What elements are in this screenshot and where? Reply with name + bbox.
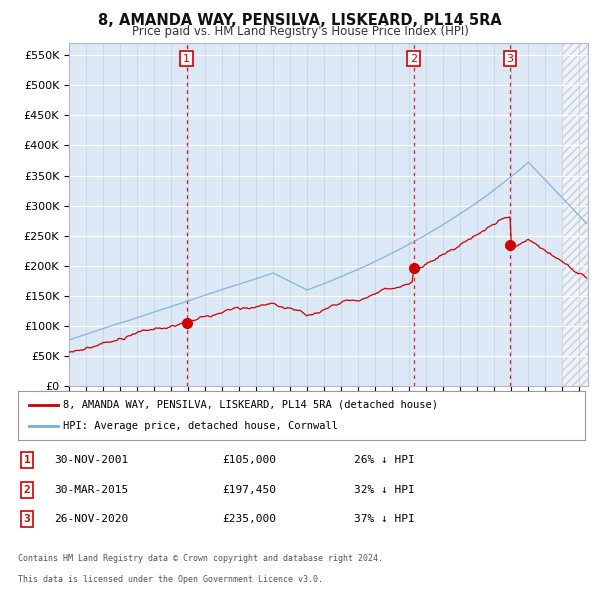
Text: 32% ↓ HPI: 32% ↓ HPI: [354, 485, 415, 494]
Text: £197,450: £197,450: [222, 485, 276, 494]
Text: Contains HM Land Registry data © Crown copyright and database right 2024.: Contains HM Land Registry data © Crown c…: [18, 555, 383, 563]
Text: 8, AMANDA WAY, PENSILVA, LISKEARD, PL14 5RA (detached house): 8, AMANDA WAY, PENSILVA, LISKEARD, PL14 …: [64, 399, 439, 409]
Text: This data is licensed under the Open Government Licence v3.0.: This data is licensed under the Open Gov…: [18, 575, 323, 584]
Text: 2: 2: [23, 485, 31, 494]
Text: 3: 3: [506, 54, 514, 64]
Text: 37% ↓ HPI: 37% ↓ HPI: [354, 514, 415, 524]
Text: 2: 2: [410, 54, 417, 64]
Text: Price paid vs. HM Land Registry's House Price Index (HPI): Price paid vs. HM Land Registry's House …: [131, 25, 469, 38]
Text: 1: 1: [183, 54, 190, 64]
Text: 30-NOV-2001: 30-NOV-2001: [54, 455, 128, 465]
Text: HPI: Average price, detached house, Cornwall: HPI: Average price, detached house, Corn…: [64, 421, 338, 431]
Text: 26-NOV-2020: 26-NOV-2020: [54, 514, 128, 524]
Bar: [562, 43, 588, 386]
Text: £235,000: £235,000: [222, 514, 276, 524]
Text: £105,000: £105,000: [222, 455, 276, 465]
Bar: [562, 43, 588, 386]
Text: 26% ↓ HPI: 26% ↓ HPI: [354, 455, 415, 465]
Text: 1: 1: [23, 455, 31, 465]
Text: 3: 3: [23, 514, 31, 524]
Text: 8, AMANDA WAY, PENSILVA, LISKEARD, PL14 5RA: 8, AMANDA WAY, PENSILVA, LISKEARD, PL14 …: [98, 13, 502, 28]
Text: 30-MAR-2015: 30-MAR-2015: [54, 485, 128, 494]
